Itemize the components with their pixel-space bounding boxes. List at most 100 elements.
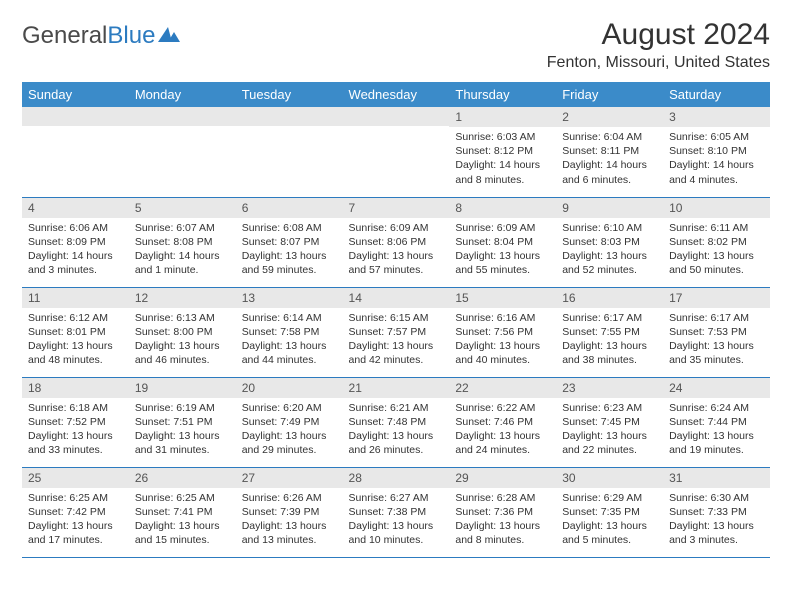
- weekday-header: Wednesday: [343, 82, 450, 107]
- weekday-header: Friday: [556, 82, 663, 107]
- calendar-cell: 21Sunrise: 6:21 AMSunset: 7:48 PMDayligh…: [343, 377, 450, 467]
- day-details: Sunrise: 6:28 AMSunset: 7:36 PMDaylight:…: [449, 488, 556, 554]
- day-details: Sunrise: 6:19 AMSunset: 7:51 PMDaylight:…: [129, 398, 236, 464]
- calendar-cell: 11Sunrise: 6:12 AMSunset: 8:01 PMDayligh…: [22, 287, 129, 377]
- calendar-cell: 19Sunrise: 6:19 AMSunset: 7:51 PMDayligh…: [129, 377, 236, 467]
- calendar-cell: 9Sunrise: 6:10 AMSunset: 8:03 PMDaylight…: [556, 197, 663, 287]
- day-detail-line: Sunrise: 6:10 AM: [562, 221, 657, 235]
- header: GeneralBlue August 2024 Fenton, Missouri…: [22, 18, 770, 72]
- day-detail-line: Daylight: 13 hours: [242, 249, 337, 263]
- day-detail-line: Sunset: 7:46 PM: [455, 415, 550, 429]
- day-detail-line: and 1 minute.: [135, 263, 230, 277]
- day-details: Sunrise: 6:22 AMSunset: 7:46 PMDaylight:…: [449, 398, 556, 464]
- calendar-cell: 3Sunrise: 6:05 AMSunset: 8:10 PMDaylight…: [663, 107, 770, 197]
- day-detail-line: and 48 minutes.: [28, 353, 123, 367]
- day-detail-line: Daylight: 13 hours: [349, 519, 444, 533]
- day-detail-line: Sunset: 7:33 PM: [669, 505, 764, 519]
- day-detail-line: and 44 minutes.: [242, 353, 337, 367]
- day-detail-line: and 38 minutes.: [562, 353, 657, 367]
- day-details: Sunrise: 6:15 AMSunset: 7:57 PMDaylight:…: [343, 308, 450, 374]
- day-detail-line: Daylight: 14 hours: [455, 158, 550, 172]
- day-detail-line: and 8 minutes.: [455, 173, 550, 187]
- day-number: 27: [236, 468, 343, 488]
- day-details: Sunrise: 6:23 AMSunset: 7:45 PMDaylight:…: [556, 398, 663, 464]
- day-detail-line: and 26 minutes.: [349, 443, 444, 457]
- day-number: 9: [556, 198, 663, 218]
- day-detail-line: Sunrise: 6:04 AM: [562, 130, 657, 144]
- calendar-cell: [343, 107, 450, 197]
- day-detail-line: Sunrise: 6:17 AM: [669, 311, 764, 325]
- day-detail-line: and 42 minutes.: [349, 353, 444, 367]
- day-detail-line: Sunrise: 6:19 AM: [135, 401, 230, 415]
- day-detail-line: Daylight: 13 hours: [349, 339, 444, 353]
- day-number: 20: [236, 378, 343, 398]
- day-detail-line: Sunrise: 6:13 AM: [135, 311, 230, 325]
- day-details: Sunrise: 6:24 AMSunset: 7:44 PMDaylight:…: [663, 398, 770, 464]
- day-details: Sunrise: 6:07 AMSunset: 8:08 PMDaylight:…: [129, 218, 236, 284]
- day-number: 13: [236, 288, 343, 308]
- day-detail-line: and 59 minutes.: [242, 263, 337, 277]
- day-detail-line: and 33 minutes.: [28, 443, 123, 457]
- day-detail-line: Sunset: 7:36 PM: [455, 505, 550, 519]
- day-number: 12: [129, 288, 236, 308]
- weekday-header: Tuesday: [236, 82, 343, 107]
- day-detail-line: Sunset: 8:03 PM: [562, 235, 657, 249]
- day-detail-line: Daylight: 14 hours: [28, 249, 123, 263]
- day-details: Sunrise: 6:13 AMSunset: 8:00 PMDaylight:…: [129, 308, 236, 374]
- day-detail-line: and 4 minutes.: [669, 173, 764, 187]
- day-details: Sunrise: 6:21 AMSunset: 7:48 PMDaylight:…: [343, 398, 450, 464]
- day-detail-line: Sunrise: 6:08 AM: [242, 221, 337, 235]
- day-details: Sunrise: 6:17 AMSunset: 7:55 PMDaylight:…: [556, 308, 663, 374]
- day-detail-line: Sunset: 7:52 PM: [28, 415, 123, 429]
- calendar-cell: 25Sunrise: 6:25 AMSunset: 7:42 PMDayligh…: [22, 467, 129, 557]
- day-detail-line: and 10 minutes.: [349, 533, 444, 547]
- day-detail-line: Sunrise: 6:03 AM: [455, 130, 550, 144]
- day-details: Sunrise: 6:18 AMSunset: 7:52 PMDaylight:…: [22, 398, 129, 464]
- day-detail-line: Sunrise: 6:14 AM: [242, 311, 337, 325]
- day-detail-line: Sunrise: 6:24 AM: [669, 401, 764, 415]
- day-detail-line: Daylight: 13 hours: [562, 519, 657, 533]
- day-detail-line: Daylight: 14 hours: [669, 158, 764, 172]
- day-detail-line: Sunrise: 6:23 AM: [562, 401, 657, 415]
- day-detail-line: Sunset: 8:08 PM: [135, 235, 230, 249]
- day-detail-line: Sunset: 7:53 PM: [669, 325, 764, 339]
- day-detail-line: Sunset: 8:09 PM: [28, 235, 123, 249]
- weekday-header: Thursday: [449, 82, 556, 107]
- day-number: 3: [663, 107, 770, 127]
- day-detail-line: Daylight: 13 hours: [242, 429, 337, 443]
- calendar-cell: 14Sunrise: 6:15 AMSunset: 7:57 PMDayligh…: [343, 287, 450, 377]
- day-detail-line: Daylight: 13 hours: [135, 519, 230, 533]
- day-detail-line: Sunrise: 6:09 AM: [349, 221, 444, 235]
- logo: GeneralBlue: [22, 22, 180, 50]
- day-number: 11: [22, 288, 129, 308]
- logo-icon: [158, 22, 180, 50]
- day-number: 5: [129, 198, 236, 218]
- day-detail-line: Sunrise: 6:30 AM: [669, 491, 764, 505]
- day-detail-line: Daylight: 13 hours: [242, 519, 337, 533]
- weekday-header-row: SundayMondayTuesdayWednesdayThursdayFrid…: [22, 82, 770, 107]
- calendar-body: 1Sunrise: 6:03 AMSunset: 8:12 PMDaylight…: [22, 107, 770, 557]
- day-number: 10: [663, 198, 770, 218]
- day-number: 16: [556, 288, 663, 308]
- calendar-cell: 24Sunrise: 6:24 AMSunset: 7:44 PMDayligh…: [663, 377, 770, 467]
- day-detail-line: Sunrise: 6:12 AM: [28, 311, 123, 325]
- day-detail-line: Sunset: 7:56 PM: [455, 325, 550, 339]
- day-number: 4: [22, 198, 129, 218]
- day-number: 28: [343, 468, 450, 488]
- day-detail-line: Sunrise: 6:25 AM: [135, 491, 230, 505]
- day-detail-line: Sunset: 8:06 PM: [349, 235, 444, 249]
- day-details: Sunrise: 6:05 AMSunset: 8:10 PMDaylight:…: [663, 127, 770, 193]
- day-detail-line: and 3 minutes.: [669, 533, 764, 547]
- day-detail-line: Daylight: 13 hours: [349, 249, 444, 263]
- day-number: 15: [449, 288, 556, 308]
- day-detail-line: and 35 minutes.: [669, 353, 764, 367]
- day-detail-line: and 31 minutes.: [135, 443, 230, 457]
- calendar-cell: 6Sunrise: 6:08 AMSunset: 8:07 PMDaylight…: [236, 197, 343, 287]
- month-title: August 2024: [547, 18, 770, 52]
- day-number: 19: [129, 378, 236, 398]
- calendar-week-row: 1Sunrise: 6:03 AMSunset: 8:12 PMDaylight…: [22, 107, 770, 197]
- day-detail-line: Daylight: 13 hours: [135, 429, 230, 443]
- day-detail-line: Sunrise: 6:25 AM: [28, 491, 123, 505]
- day-number: 21: [343, 378, 450, 398]
- day-detail-line: Sunrise: 6:07 AM: [135, 221, 230, 235]
